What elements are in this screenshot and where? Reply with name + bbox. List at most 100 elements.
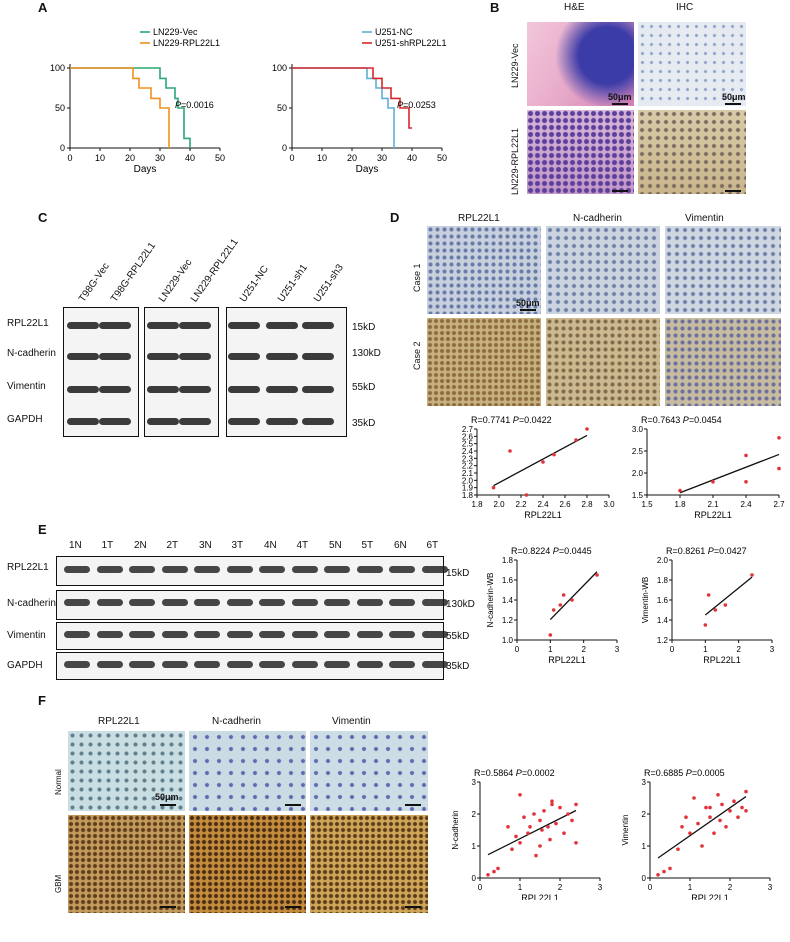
a1-x-label: Days bbox=[134, 164, 157, 175]
e-band bbox=[421, 599, 448, 606]
f-row-normal: Normal bbox=[54, 769, 63, 795]
d1-stats: R=0.7741 P=0.0422 bbox=[471, 415, 552, 425]
e-lane-label: 3T bbox=[231, 540, 244, 551]
c-band bbox=[228, 322, 260, 329]
c-row-ncad: N-cadherin bbox=[7, 348, 56, 359]
c-band bbox=[67, 353, 99, 360]
f1-point bbox=[540, 828, 544, 832]
d2-x-tick-label: 2.4 bbox=[740, 500, 752, 509]
ihc-image-vec bbox=[638, 22, 746, 106]
e-band bbox=[259, 631, 285, 638]
d-ihc-case2-vim bbox=[665, 318, 781, 406]
c-band bbox=[179, 322, 211, 329]
e-band bbox=[64, 631, 90, 638]
a2-y-tick-label: 100 bbox=[272, 63, 287, 73]
d1-x-tick-label: 3.0 bbox=[603, 500, 615, 509]
f1-y-tick-label: 2 bbox=[472, 810, 477, 819]
f1-point bbox=[496, 866, 500, 871]
e-band bbox=[64, 661, 90, 668]
e1-y-label: N-cadherin-WB bbox=[486, 573, 495, 628]
f2-point bbox=[736, 815, 740, 819]
f1-point bbox=[542, 809, 546, 813]
d2-y-tick-label: 3.0 bbox=[632, 425, 644, 434]
panel-label-a: A bbox=[38, 0, 48, 15]
e-lane-label: 5T bbox=[361, 540, 374, 551]
a2-y-tick-label: 50 bbox=[277, 103, 287, 113]
panel-label-e: E bbox=[38, 522, 47, 537]
e-band bbox=[194, 599, 220, 606]
e-band bbox=[129, 631, 155, 638]
e-band bbox=[324, 566, 350, 573]
f1-point bbox=[532, 812, 536, 816]
f1-y-tick-label: 0 bbox=[472, 874, 477, 883]
e-row-rpl22l1: RPL22L1 bbox=[7, 562, 49, 573]
b-header-ihc: IHC bbox=[676, 2, 694, 13]
panel-label-c: C bbox=[38, 210, 48, 225]
a1-y-tick-label: 100 bbox=[50, 63, 65, 73]
f1-x-label: RPL22L1 bbox=[521, 893, 559, 900]
f2-point bbox=[680, 825, 684, 829]
c-band bbox=[228, 353, 260, 360]
c-band bbox=[147, 322, 179, 329]
e2-x-tick-label: 3 bbox=[770, 645, 775, 654]
e-band bbox=[356, 599, 383, 606]
f1-point bbox=[518, 793, 522, 797]
f1-point bbox=[510, 847, 514, 851]
d-ihc-case1-vim bbox=[665, 226, 781, 314]
e-band bbox=[96, 566, 123, 573]
e-size-55: 55kD bbox=[446, 631, 470, 642]
a1-x-tick-label: 0 bbox=[67, 153, 72, 163]
b-scalebar-1 bbox=[612, 103, 628, 105]
ihc-image-rpl bbox=[638, 110, 746, 194]
a1-legend-label: LN229-Vec bbox=[153, 27, 198, 37]
survival-chart-u251: 0 10 20 30 40 50 0 50 100 Days U251-NCU251-shRPL22… bbox=[272, 27, 447, 175]
f-header-vim: Vimentin bbox=[332, 716, 371, 727]
e-band bbox=[194, 631, 220, 638]
f-ihc-normal-ncad bbox=[189, 731, 306, 811]
f1-y-tick-label: 1 bbox=[472, 842, 477, 851]
e2-point bbox=[706, 593, 711, 597]
f-scalebar-2 bbox=[285, 804, 301, 806]
c-row-rpl22l1: RPL22L1 bbox=[7, 318, 49, 329]
e2-y-tick-label: 1.6 bbox=[657, 596, 669, 605]
c-band bbox=[147, 418, 179, 425]
b-row-rpl: LN229-RPL22L1 bbox=[510, 127, 520, 195]
d1-y-tick-label: 2.2 bbox=[462, 462, 474, 471]
d-scatter-ncad: 1.8 2.0 2.2 2.4 2.6 2.8 3.01.81.92.02.12.22.32… bbox=[462, 415, 615, 520]
f2-point bbox=[700, 844, 704, 848]
f-scale-text: 50μm bbox=[155, 792, 179, 802]
e-band bbox=[129, 599, 155, 606]
f2-x-tick-label: 3 bbox=[768, 883, 773, 892]
f1-point bbox=[538, 818, 542, 823]
f2-point bbox=[716, 793, 720, 797]
e-band bbox=[259, 661, 285, 668]
f2-point bbox=[704, 805, 708, 810]
f-scatter-vim: 0 1 2 3 0 1 2 3 RPL22L1 Vimentin R=0.6885 P=0.0005 bbox=[621, 768, 773, 900]
e-band bbox=[161, 566, 188, 573]
f1-x-tick-label: 3 bbox=[598, 883, 603, 892]
e-band bbox=[96, 599, 123, 606]
e2-point bbox=[703, 623, 708, 627]
c-row-gapdh: GAPDH bbox=[7, 414, 43, 425]
e2-x-tick-label: 2 bbox=[736, 645, 741, 654]
e1-x-tick-label: 2 bbox=[581, 645, 586, 654]
d2-x-tick-label: 1.8 bbox=[674, 500, 686, 509]
e-band bbox=[389, 631, 415, 638]
e-band bbox=[129, 661, 155, 668]
e-band bbox=[226, 566, 253, 573]
f2-point bbox=[656, 873, 660, 877]
d1-x-label: RPL22L1 bbox=[524, 510, 562, 520]
f1-y-label: N-cadherin bbox=[451, 810, 460, 849]
f2-y-tick-label: 1 bbox=[642, 842, 647, 851]
d1-point bbox=[585, 427, 589, 431]
f-scalebar-5 bbox=[285, 906, 301, 908]
f1-point bbox=[538, 844, 542, 848]
a2-legend-label: U251-shRPL22L1 bbox=[375, 38, 447, 48]
f2-point bbox=[708, 815, 712, 819]
a1-y-tick-label: 0 bbox=[60, 143, 65, 153]
d-header-ncad: N-cadherin bbox=[573, 213, 622, 224]
a2-legend-label: U251-NC bbox=[375, 27, 413, 37]
a2-series-line bbox=[292, 67, 412, 129]
a2-series-line bbox=[292, 67, 395, 148]
d1-y-tick-label: 1.8 bbox=[462, 491, 474, 500]
